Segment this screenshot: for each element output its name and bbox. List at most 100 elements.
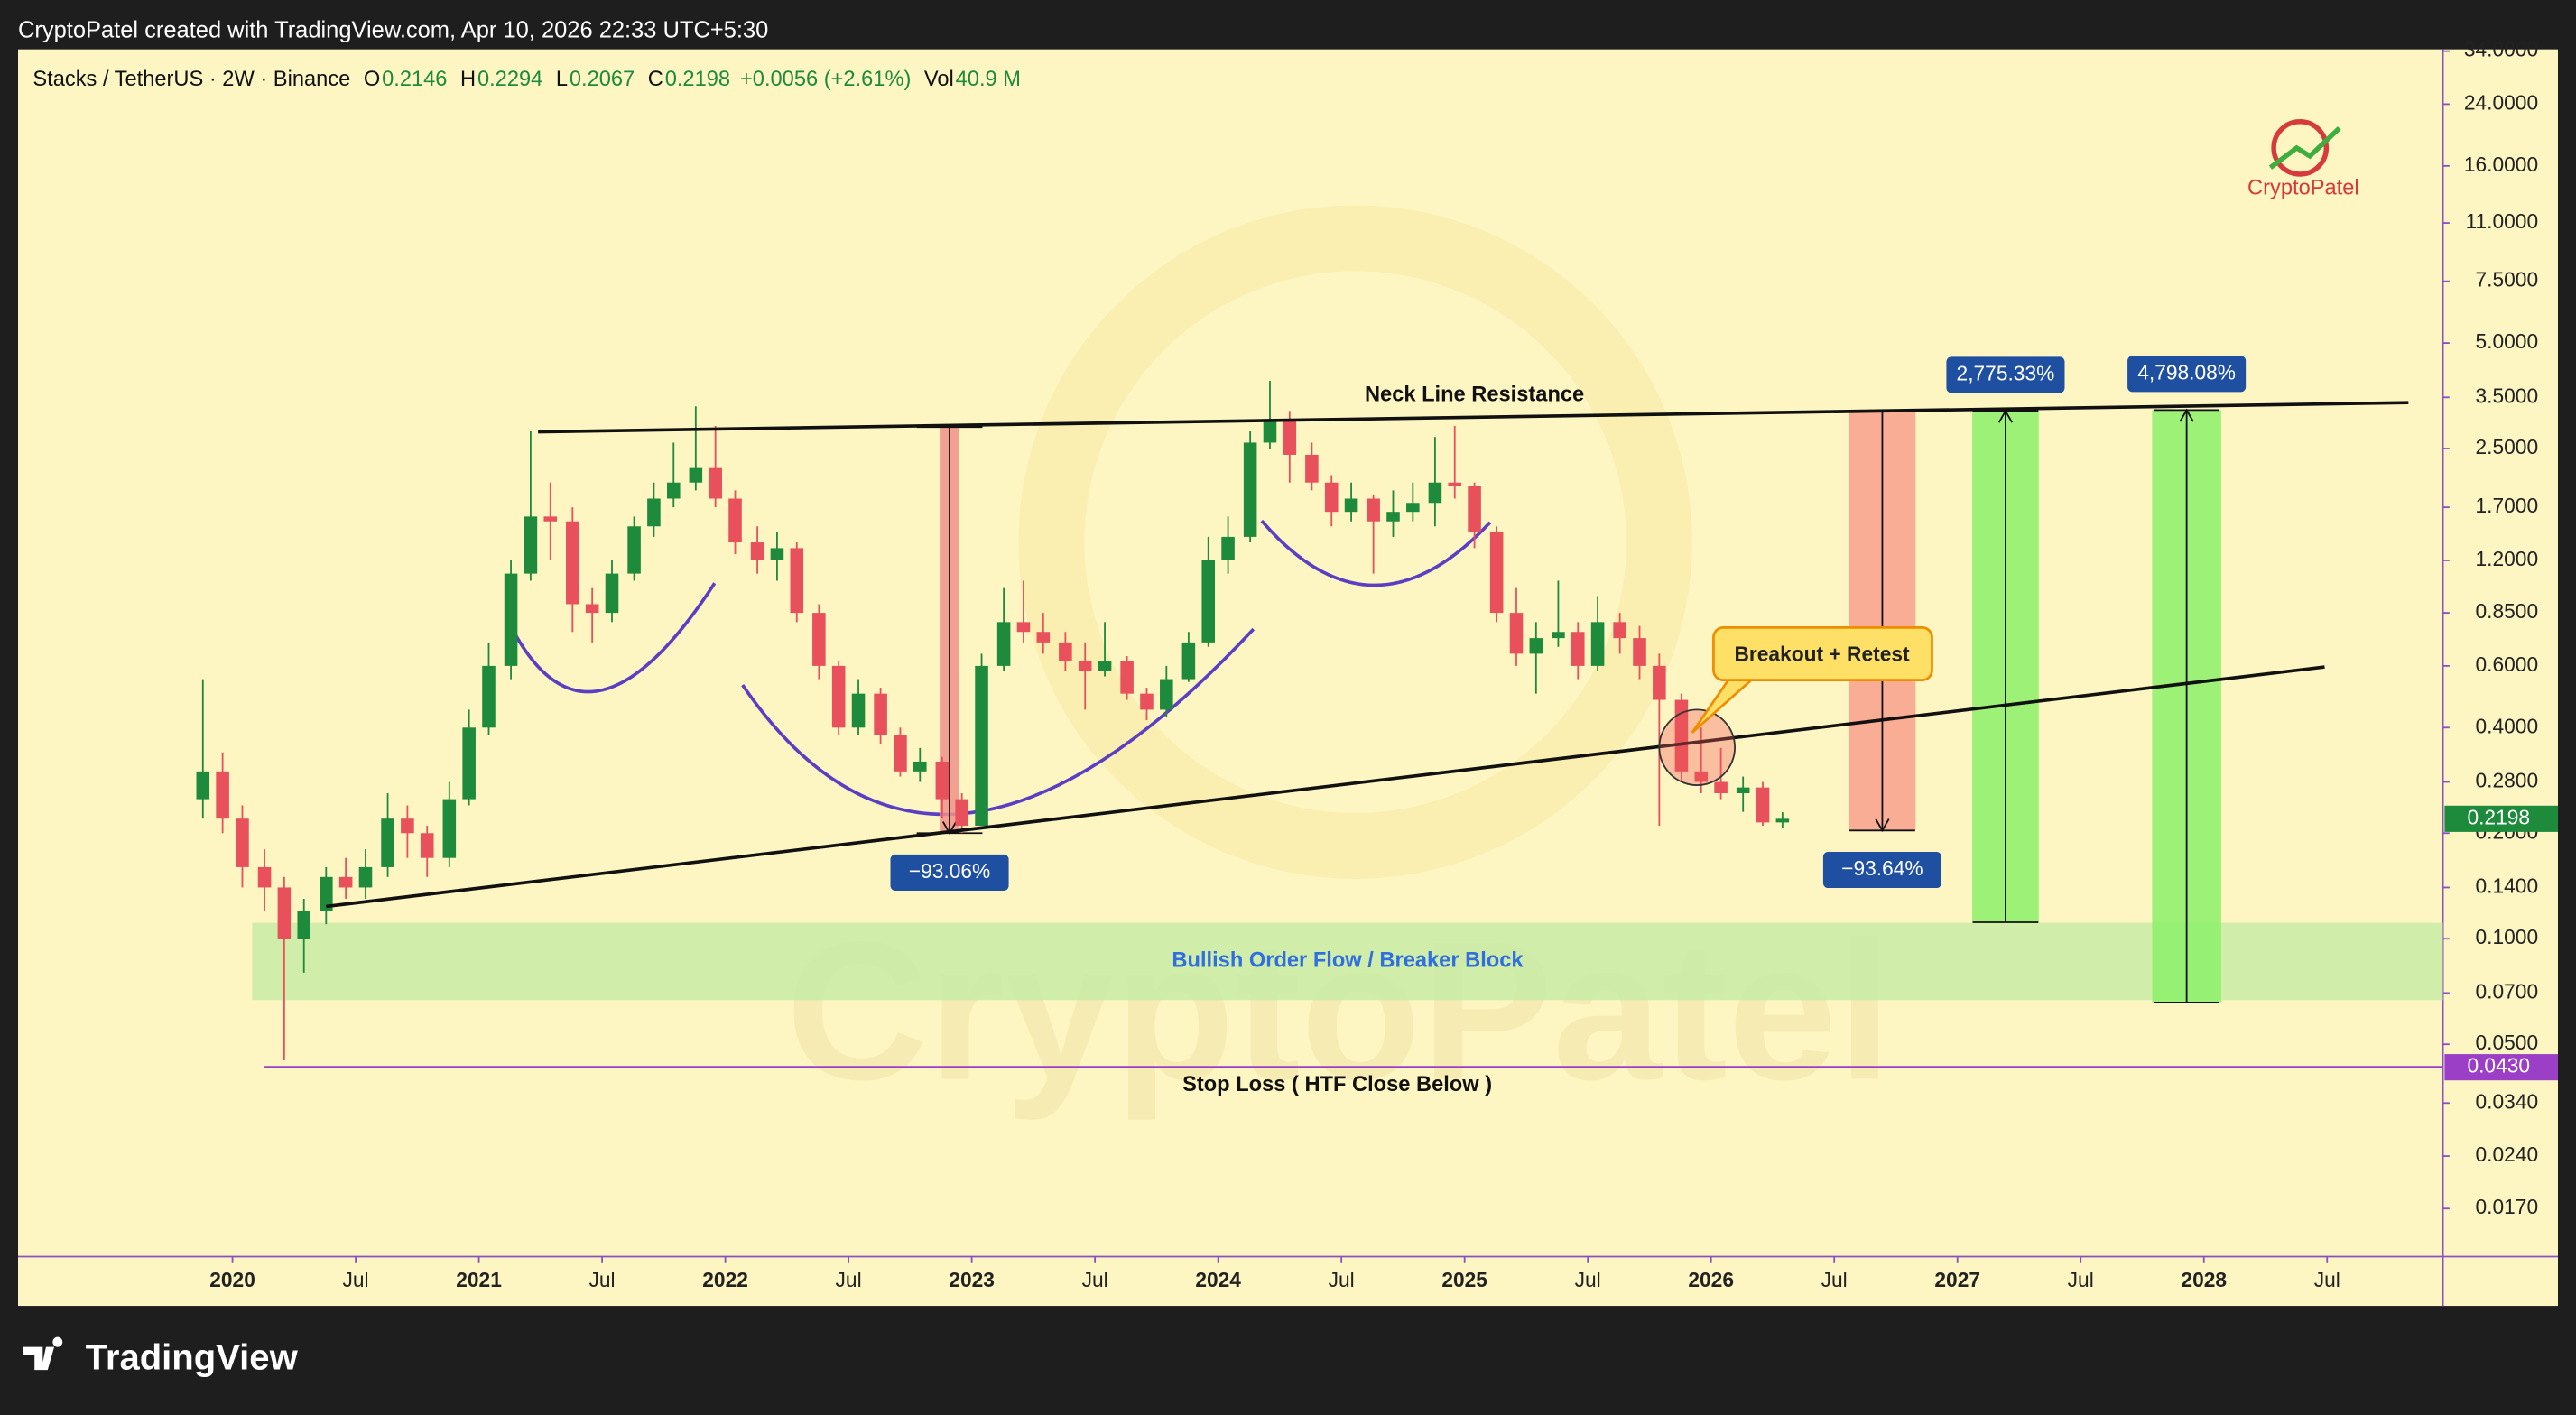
zone-label: Bullish Order Flow / Breaker Block xyxy=(1172,949,1524,973)
legend-key: Vol xyxy=(924,68,954,91)
y-tick-label: 0.0700 xyxy=(2476,979,2539,1003)
x-tick-label: 2023 xyxy=(949,1268,995,1291)
x-tick-label: Jul xyxy=(1082,1268,1108,1291)
y-tick-label: 34.0000 xyxy=(2464,38,2538,61)
candle-body xyxy=(1613,622,1626,639)
candle-body xyxy=(1367,498,1380,522)
candle-body xyxy=(750,542,764,560)
candle-body xyxy=(442,799,457,858)
candle-body xyxy=(975,665,988,827)
logo-text: CryptoPatel xyxy=(2247,177,2359,200)
candle-body xyxy=(1263,421,1277,443)
candle-body xyxy=(1386,512,1400,522)
candle-body xyxy=(605,573,619,614)
x-tick-label: Jul xyxy=(589,1268,616,1291)
candle-body xyxy=(1448,482,1462,486)
candle-body xyxy=(585,604,599,614)
candle-body xyxy=(1509,613,1524,654)
candle-body xyxy=(894,735,907,772)
y-tick-label: 5.0000 xyxy=(2476,329,2539,353)
callout-box xyxy=(1712,625,1933,681)
candle-body xyxy=(1571,632,1585,666)
candle-body xyxy=(1590,622,1605,666)
y-tick-label: 0.0340 xyxy=(2476,1089,2539,1113)
y-tick-label: 0.4000 xyxy=(2476,714,2539,737)
legend-title: Stacks / TetherUS · 2W · Binance xyxy=(32,68,350,91)
candle-body xyxy=(1552,632,1565,639)
stop-loss-price-box xyxy=(2444,1054,2558,1081)
candle-body xyxy=(482,665,496,728)
y-tick-label: 0.1000 xyxy=(2476,925,2539,948)
logo-arrow xyxy=(2268,126,2341,170)
candle-body xyxy=(1140,693,1154,710)
y-tick-label: 0.1400 xyxy=(2476,874,2539,897)
x-tick-label: Jul xyxy=(836,1268,862,1291)
y-tick-label: 1.2000 xyxy=(2476,547,2539,570)
arc xyxy=(1260,519,1492,587)
candle-body xyxy=(1674,699,1689,772)
candle-body xyxy=(420,833,434,858)
legend-value: 0.2146 xyxy=(382,68,447,91)
measure-label: 2,775.33% xyxy=(1957,361,2055,384)
callout-text: Breakout + Retest xyxy=(1735,642,1910,665)
x-tick-label: Jul xyxy=(1575,1268,1601,1291)
arc xyxy=(513,582,717,694)
candle-body xyxy=(1714,781,1728,793)
measure-label: 4,798.08% xyxy=(2137,360,2236,384)
stop-loss-label: Stop Loss ( HTF Close Below ) xyxy=(1182,1073,1492,1096)
chart-panel xyxy=(18,49,2558,1307)
y-tick-label: 0.0170 xyxy=(2476,1195,2539,1218)
candle-body xyxy=(1428,482,1442,504)
trend-line xyxy=(538,401,2409,434)
x-tick-label: Jul xyxy=(1329,1268,1355,1291)
current-price: 0.2198 xyxy=(2467,805,2530,828)
order-block-zone xyxy=(252,922,2443,1001)
candle-body xyxy=(524,516,538,574)
logo-ring xyxy=(2271,119,2330,177)
y-tick-label: 0.6000 xyxy=(2476,652,2539,676)
y-tick-label: 24.0000 xyxy=(2464,90,2538,114)
x-tick-label: 2025 xyxy=(1441,1268,1487,1291)
candle-body xyxy=(1243,442,1257,537)
candle-body xyxy=(1756,787,1770,823)
y-tick-label: 2.5000 xyxy=(2476,435,2539,458)
x-tick-label: 2021 xyxy=(456,1268,502,1291)
candle-body xyxy=(462,727,476,800)
x-tick-label: Jul xyxy=(1821,1268,1848,1291)
candle-body xyxy=(728,498,742,543)
candle-body xyxy=(381,818,394,867)
candle-body xyxy=(790,548,804,614)
candle-body xyxy=(874,693,887,735)
candle-body xyxy=(504,573,518,666)
x-tick-label: 2022 xyxy=(702,1268,748,1291)
candle-body xyxy=(666,482,681,499)
footer-brand: TradingView xyxy=(23,1336,299,1378)
legend: Stacks / TetherUS · 2W · Binance O 0.2146 H… xyxy=(32,68,1021,91)
y-tick-label: 16.0000 xyxy=(2464,153,2538,176)
y-tick-label: 3.5000 xyxy=(2476,384,2539,407)
candle-body xyxy=(1489,531,1504,614)
candle-body xyxy=(831,665,846,728)
legend-value: 40.9 M xyxy=(956,68,1021,91)
candle-body xyxy=(338,876,353,888)
y-tick-label: 1.7000 xyxy=(2476,494,2539,517)
y-tick-label: 0.0240 xyxy=(2476,1142,2539,1166)
candle-body xyxy=(1633,638,1646,666)
candle-body xyxy=(1468,486,1481,532)
brand-text: TradingView xyxy=(86,1338,299,1378)
measure-label-box xyxy=(1822,852,1941,889)
y-tick-label: 0.8500 xyxy=(2476,599,2539,623)
callout: Breakout + Retest xyxy=(1658,625,1933,787)
candle-body xyxy=(196,771,210,800)
candle-body xyxy=(1653,665,1666,700)
candle-body xyxy=(297,911,311,939)
candle-body xyxy=(1694,771,1709,782)
candle-body xyxy=(996,622,1011,666)
candle-body xyxy=(277,887,292,939)
candle-body xyxy=(935,761,950,800)
candle-body xyxy=(709,467,722,499)
candle-body xyxy=(812,613,826,666)
candle-body xyxy=(913,761,927,772)
